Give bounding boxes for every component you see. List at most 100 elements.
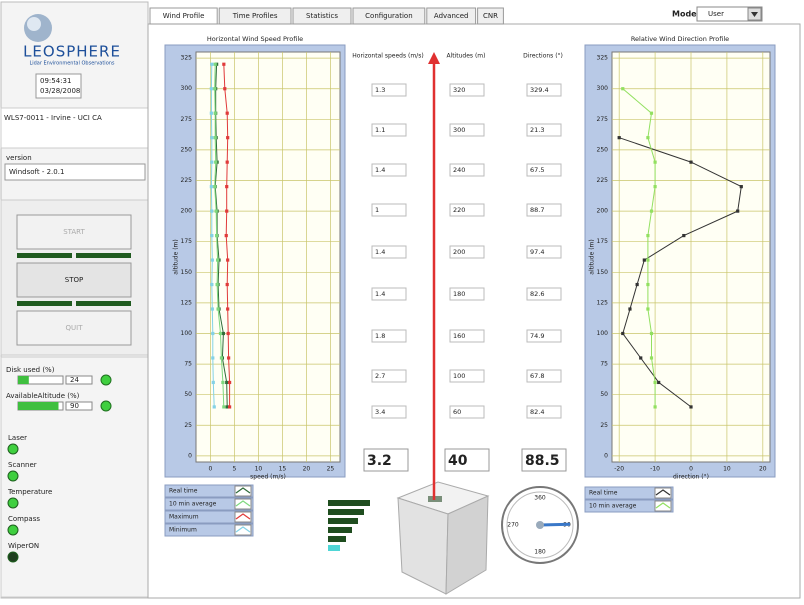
- mode-select[interactable]: [696, 6, 763, 22]
- x-tick-label: 10: [723, 466, 731, 473]
- point: [649, 209, 654, 213]
- value-box: [526, 369, 562, 383]
- legend-swatch: [234, 485, 252, 497]
- x-tick-label: 20: [759, 466, 767, 473]
- value: 82.6: [530, 290, 544, 298]
- point: [225, 282, 229, 287]
- current-box: [444, 448, 490, 472]
- point: [223, 87, 227, 91]
- y-tick-label: 275: [597, 116, 609, 123]
- gauge-value: 24: [70, 376, 79, 384]
- point: [225, 111, 229, 115]
- value-box: [526, 203, 562, 217]
- mode-label: Mode: [672, 10, 697, 19]
- y-tick-label: 150: [181, 269, 193, 276]
- legend-row: [584, 486, 674, 500]
- value-box: [526, 245, 562, 259]
- tab[interactable]: [218, 7, 292, 25]
- button-led-bar: [17, 301, 72, 306]
- value-box: [371, 405, 407, 419]
- value: 1: [375, 206, 379, 214]
- value: 2.7: [375, 372, 385, 380]
- value: 300: [453, 126, 465, 134]
- indicator-led: [7, 551, 19, 563]
- point: [653, 185, 657, 189]
- button[interactable]: [16, 214, 132, 250]
- column-header: Altitudes (m): [446, 53, 485, 60]
- y-tick-label: 200: [597, 208, 609, 215]
- compass-label: 270: [507, 522, 519, 529]
- tab[interactable]: [477, 7, 504, 25]
- legend-label: Maximum: [169, 514, 199, 521]
- value: 1.4: [375, 166, 385, 174]
- button[interactable]: [16, 262, 132, 298]
- version: Windsoft - 2.0.1: [9, 168, 64, 176]
- point: [617, 136, 621, 140]
- level-bars: [328, 500, 370, 551]
- value-box: [526, 163, 562, 177]
- tab[interactable]: [426, 7, 477, 25]
- point: [211, 331, 215, 336]
- x-tick-label: 10: [255, 466, 263, 473]
- gauge-label: AvailableAltitude (%): [6, 392, 80, 400]
- point: [225, 185, 229, 189]
- clock-date: 03/28/2008: [40, 87, 80, 95]
- legend-row: [164, 523, 254, 537]
- value: 88.7: [530, 206, 544, 214]
- y-tick-label: 100: [597, 330, 609, 337]
- point: [213, 111, 217, 115]
- point: [228, 405, 232, 409]
- x-tick-label: 15: [279, 466, 287, 473]
- series-line: [622, 88, 656, 407]
- value-box: [526, 287, 562, 301]
- y-tick-label: 50: [184, 391, 192, 398]
- level-bar: [328, 509, 364, 515]
- gauge-value-box: [65, 375, 93, 385]
- compass-inner: [506, 491, 574, 559]
- y-tick-label: 0: [604, 452, 608, 459]
- cube-right: [445, 495, 489, 595]
- y-tick-label: 225: [181, 177, 193, 184]
- column-header: Directions (°): [523, 53, 563, 60]
- tab[interactable]: [292, 7, 352, 25]
- logo-text: LEOSPHERE: [23, 43, 121, 61]
- indicator-label: Scanner: [8, 461, 37, 469]
- point: [209, 87, 213, 91]
- button-led-bar: [76, 301, 131, 306]
- point: [646, 233, 650, 238]
- y-tick-label: 250: [597, 146, 609, 153]
- compass-label: 180: [534, 549, 546, 556]
- indicator-led: [7, 470, 19, 482]
- x-tick-label: 0: [208, 466, 212, 473]
- legend-row: [164, 484, 254, 498]
- button[interactable]: [16, 310, 132, 346]
- tab-label: Advanced: [434, 12, 469, 20]
- point: [225, 209, 229, 213]
- point: [210, 62, 214, 66]
- point: [621, 87, 625, 91]
- point: [213, 185, 217, 189]
- legend-line: [655, 502, 671, 509]
- x-axis-label: direction (°): [673, 474, 709, 481]
- version-label: version: [6, 154, 32, 162]
- tab-label: Time Profiles: [232, 12, 278, 20]
- tab[interactable]: [149, 7, 218, 25]
- legend-label: Minimum: [169, 527, 197, 534]
- value: 67.5: [530, 166, 544, 174]
- legend-label: 10 min average: [169, 501, 217, 508]
- point: [736, 209, 740, 213]
- value-box: [449, 405, 485, 419]
- y-tick-label: 50: [600, 391, 608, 398]
- point: [642, 258, 646, 262]
- button-led-bar: [76, 253, 131, 258]
- point: [210, 209, 214, 213]
- point: [216, 258, 220, 262]
- point: [210, 160, 214, 164]
- legend-label: Real time: [169, 488, 198, 495]
- tab-label: Configuration: [365, 12, 412, 20]
- value: 60: [453, 408, 461, 416]
- point: [621, 331, 625, 336]
- y-tick-label: 300: [181, 85, 193, 92]
- plot-area: [195, 51, 341, 463]
- tab[interactable]: [352, 7, 426, 25]
